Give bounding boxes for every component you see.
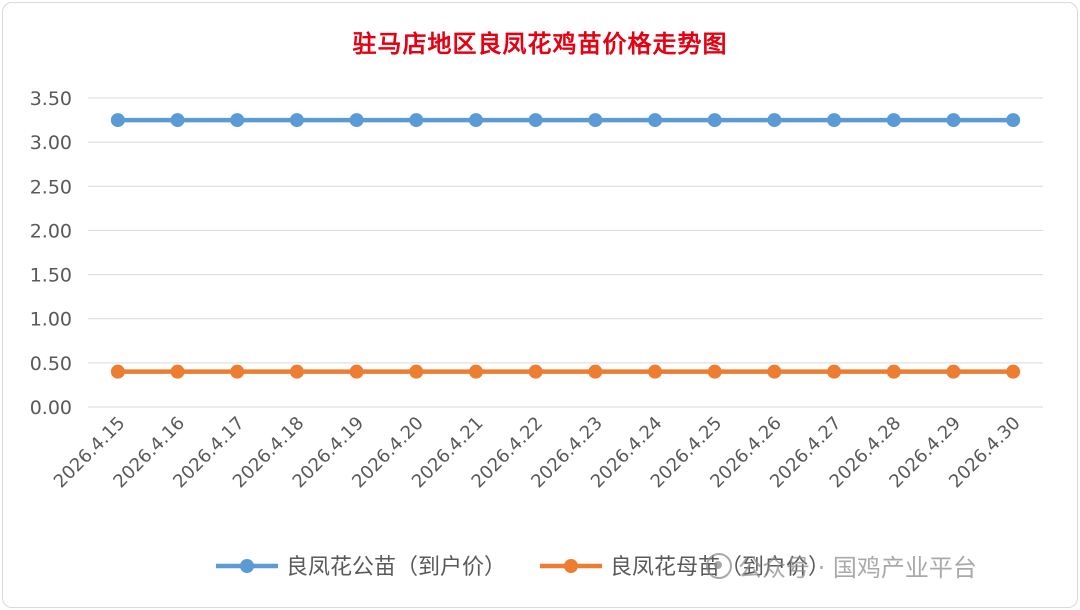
data-point	[528, 364, 543, 379]
data-point	[767, 364, 782, 379]
watermark-text: 公众号 · 国鸡产业平台	[738, 554, 977, 582]
wechat-icon	[706, 553, 732, 579]
data-point	[648, 113, 663, 128]
y-tick-label: 0.50	[30, 353, 72, 375]
data-point	[468, 113, 483, 128]
data-point	[170, 113, 185, 128]
data-point	[767, 113, 782, 128]
y-tick-label: 2.50	[30, 176, 72, 198]
legend-swatch-marker	[564, 559, 578, 573]
y-tick-label: 1.00	[30, 309, 72, 331]
data-point	[707, 113, 722, 128]
data-point	[886, 113, 901, 128]
y-tick-label: 3.50	[30, 88, 72, 110]
data-point	[827, 113, 842, 128]
data-point	[946, 113, 961, 128]
data-point	[170, 364, 185, 379]
data-point	[588, 364, 603, 379]
data-point	[946, 364, 961, 379]
data-point	[707, 364, 722, 379]
legend-label: 良凤花公苗（到户价）	[286, 555, 506, 580]
data-point	[110, 364, 125, 379]
data-point	[1006, 364, 1021, 379]
data-point	[528, 113, 543, 128]
data-point	[588, 113, 603, 128]
data-point	[827, 364, 842, 379]
data-point	[289, 364, 304, 379]
data-point	[230, 113, 245, 128]
y-tick-label: 2.00	[30, 220, 72, 242]
legend-swatch-marker	[240, 559, 254, 573]
data-point	[349, 113, 364, 128]
data-point	[648, 364, 663, 379]
data-point	[409, 113, 424, 128]
data-point	[468, 364, 483, 379]
data-point	[1006, 113, 1021, 128]
chart-title: 驻马店地区良凤花鸡苗价格走势图	[352, 29, 728, 58]
data-point	[886, 364, 901, 379]
data-point	[349, 364, 364, 379]
data-point	[110, 113, 125, 128]
watermark: 公众号 · 国鸡产业平台	[706, 548, 977, 583]
y-tick-label: 1.50	[30, 265, 72, 287]
data-point	[289, 113, 304, 128]
y-tick-label: 0.00	[30, 397, 72, 419]
y-tick-label: 3.00	[30, 132, 72, 154]
data-point	[230, 364, 245, 379]
data-point	[409, 364, 424, 379]
